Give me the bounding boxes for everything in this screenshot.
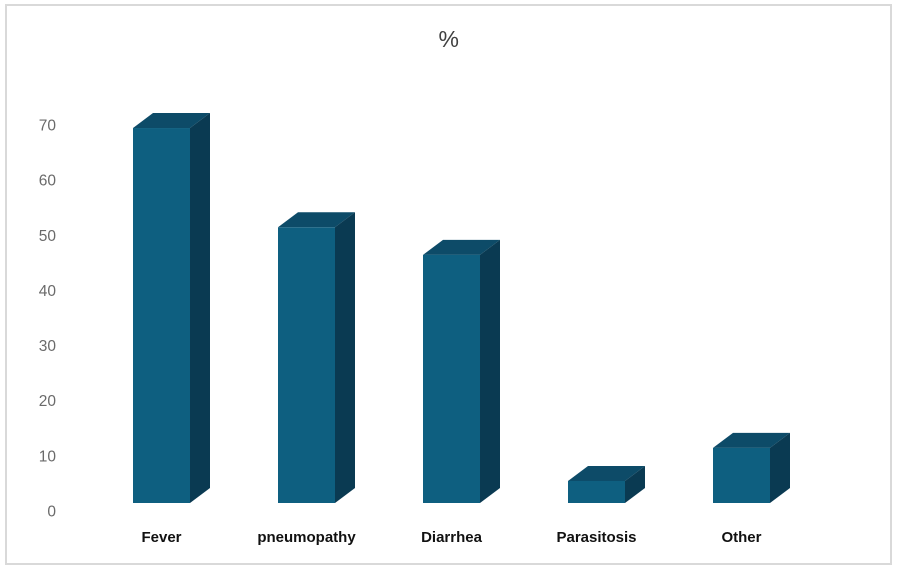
bar-fever-side-face [190, 113, 210, 504]
chart-title: % [438, 26, 460, 52]
bar-other-top-face [713, 432, 790, 448]
x-category-label-other: Other [721, 529, 761, 546]
x-category-label-diarrhea: Diarrhea [421, 529, 483, 546]
bar-pneumopathy-front-face [278, 227, 335, 503]
bar-fever-top-face [133, 113, 210, 129]
y-tick-label-10: 10 [39, 448, 57, 465]
bar-fever-front-face [133, 128, 190, 504]
x-category-label-parasitosis: Parasitosis [556, 529, 636, 546]
bar-parasitosis-side-face [625, 465, 645, 503]
y-tick-label-30: 30 [39, 338, 57, 355]
bar-diarrhea-front-face [423, 254, 480, 503]
y-tick-label-60: 60 [39, 173, 57, 190]
y-tick-label-50: 50 [39, 228, 57, 245]
bar-parasitosis-front-face [568, 480, 625, 503]
x-category-label-fever: Fever [141, 529, 181, 546]
bar-diarrhea-top-face [423, 239, 500, 255]
bar-parasitosis-top-face [568, 465, 645, 481]
bar-other-side-face [770, 432, 790, 503]
y-tick-label-70: 70 [39, 117, 57, 134]
bar-diarrhea-side-face [480, 239, 500, 503]
x-category-label-pneumopathy: pneumopathy [257, 529, 356, 546]
bar-pneumopathy-side-face [335, 212, 355, 503]
bar-pneumopathy-top-face [278, 212, 355, 228]
bar-other-front-face [713, 447, 770, 503]
y-tick-label-0: 0 [47, 504, 56, 521]
y-tick-label-40: 40 [39, 283, 57, 300]
y-tick-label-20: 20 [39, 393, 57, 410]
